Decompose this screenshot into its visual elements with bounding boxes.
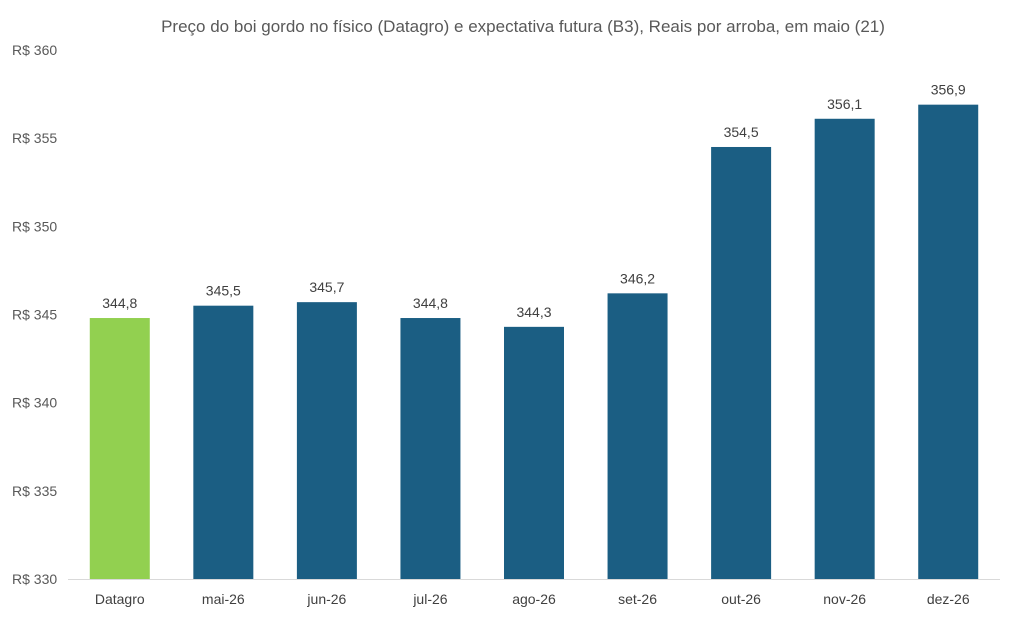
bar-nov-26 [814, 118, 875, 580]
bar-Datagro [89, 318, 150, 579]
x-tick-label: mai-26 [202, 591, 245, 607]
data-label: 345,5 [206, 283, 241, 299]
data-label: 356,1 [827, 96, 862, 112]
x-tick-label: ago-26 [512, 591, 556, 607]
bar-jun-26 [296, 302, 357, 579]
bar-mai-26 [193, 305, 254, 579]
x-tick-label: dez-26 [927, 591, 970, 607]
x-tick-label: jun-26 [306, 591, 346, 607]
y-axis: R$ 330 R$ 335 R$ 340 R$ 345 R$ 350 R$ 355 R$ 3… [12, 42, 57, 587]
y-tick-label: R$ 355 [12, 130, 57, 146]
bar-jul-26 [400, 318, 461, 579]
y-tick-label: R$ 330 [12, 571, 57, 587]
y-tick-label: R$ 360 [12, 42, 57, 58]
x-axis: Datagro mai-26 jun-26 jul-26 ago-26 set-26 out… [95, 591, 970, 607]
bars-group: 344,8 345,5 345,7 344,8 344,3 346,2 354,5 356,1… [89, 82, 979, 580]
y-tick-label: R$ 345 [12, 307, 57, 323]
data-label: 354,5 [724, 124, 759, 140]
chart-title: Preço do boi gordo no físico (Datagro) e… [161, 17, 885, 36]
bar-set-26 [607, 293, 668, 579]
bar-out-26 [711, 146, 772, 579]
x-tick-label: out-26 [721, 591, 761, 607]
x-tick-label: jul-26 [412, 591, 447, 607]
x-tick-label: set-26 [618, 591, 657, 607]
data-label: 344,3 [516, 304, 551, 320]
bar-ago-26 [504, 326, 564, 579]
data-label: 346,2 [620, 270, 655, 286]
data-label: 344,8 [413, 295, 448, 311]
y-tick-label: R$ 350 [12, 218, 57, 234]
bar-dez-26 [918, 104, 979, 579]
data-label: 344,8 [102, 295, 137, 311]
data-label: 356,9 [931, 82, 966, 98]
x-tick-label: Datagro [95, 591, 145, 607]
data-label: 345,7 [309, 279, 344, 295]
y-tick-label: R$ 340 [12, 395, 57, 411]
y-tick-label: R$ 335 [12, 483, 57, 499]
x-tick-label: nov-26 [823, 591, 866, 607]
